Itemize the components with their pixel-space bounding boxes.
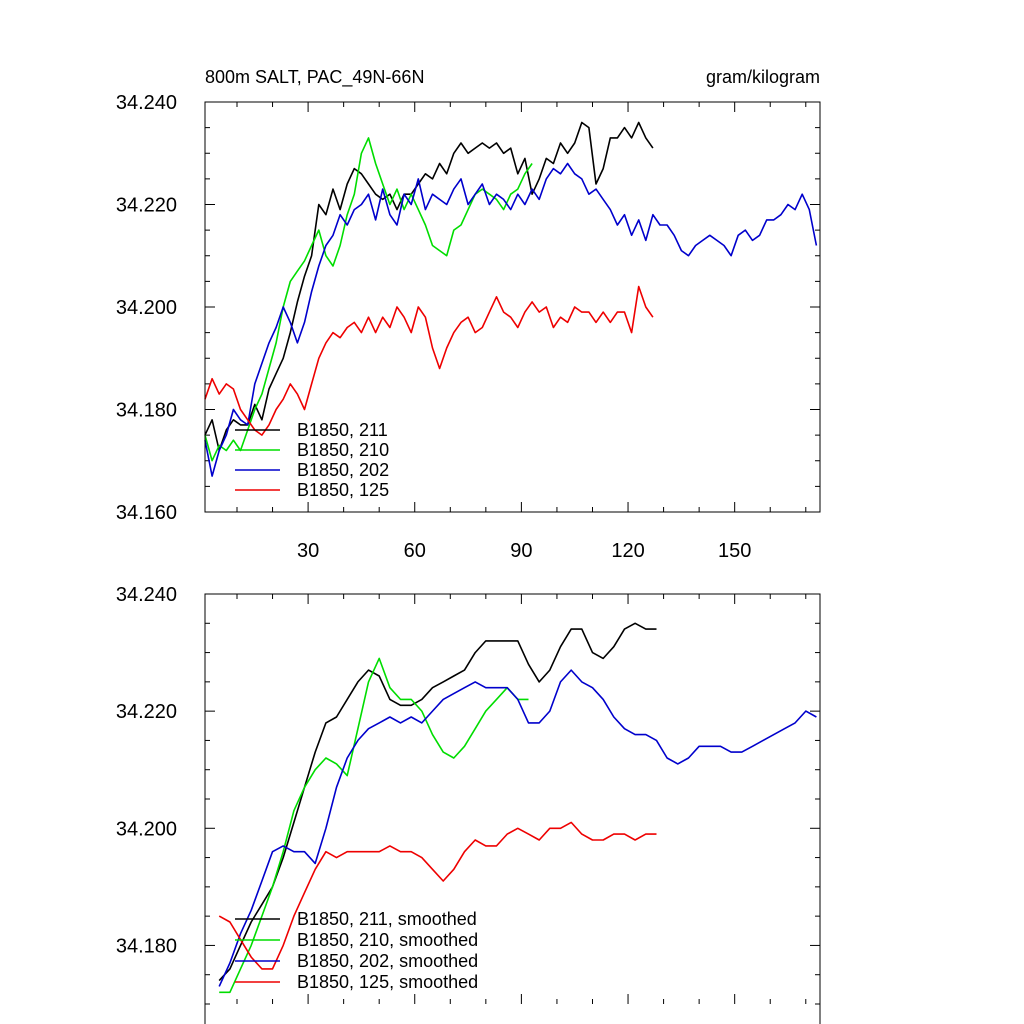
y-tick-label: 34.240 — [116, 92, 177, 114]
legend-label: B1850, 211 — [297, 420, 388, 440]
top-panel: 800m SALT, PAC_49N-66N gram/kilogram 34.… — [116, 67, 821, 562]
top-x-tick-labels: 30 60 90 120 150 — [297, 540, 751, 562]
legend-label: B1850, 210 — [297, 440, 389, 460]
top-axis-ticks — [205, 101, 820, 513]
legend-label: B1850, 202, smoothed — [297, 951, 478, 971]
series-line-b1850-211-smoothed — [218, 622, 657, 982]
series-line-b1850-202 — [204, 162, 818, 477]
y-tick-label: 34.180 — [116, 935, 177, 957]
x-tick-label: 30 — [297, 540, 319, 562]
y-tick-label: 34.180 — [116, 400, 177, 422]
top-series-group — [204, 121, 818, 477]
series-line-b1850-125 — [204, 285, 654, 436]
legend-label: B1850, 210, smoothed — [297, 930, 478, 950]
x-tick-label: 120 — [611, 540, 644, 562]
series-line-b1850-210 — [204, 137, 533, 462]
top-chart-units: gram/kilogram — [706, 67, 820, 87]
legend-label: B1850, 125, smoothed — [297, 972, 478, 992]
series-line-b1850-210-smoothed — [219, 657, 529, 994]
top-plot-frame — [204, 101, 821, 513]
legend-label: B1850, 125 — [297, 480, 389, 500]
bottom-plot-frame — [204, 593, 821, 1024]
y-tick-label: 34.160 — [116, 502, 177, 524]
y-tick-label: 34.200 — [116, 297, 177, 319]
bottom-panel: 34.180 34.200 34.220 34.240 B1850, 211, smo… — [116, 584, 821, 1024]
legend-label: B1850, 202 — [297, 460, 389, 480]
series-line-b1850-202-smoothed — [218, 669, 817, 987]
legend-label: B1850, 211, smoothed — [297, 909, 477, 929]
x-tick-label: 60 — [404, 540, 426, 562]
y-tick-label: 34.240 — [116, 584, 177, 606]
bottom-y-tick-labels: 34.180 34.200 34.220 34.240 — [116, 584, 177, 957]
top-chart-title: 800m SALT, PAC_49N-66N — [205, 67, 424, 88]
x-tick-label: 90 — [510, 540, 532, 562]
y-tick-label: 34.200 — [116, 818, 177, 840]
series-line-b1850-125-smoothed — [218, 821, 657, 970]
x-tick-label: 150 — [718, 540, 751, 562]
bottom-axis-ticks — [205, 593, 820, 1005]
y-tick-label: 34.220 — [116, 701, 177, 723]
series-line-b1850-211 — [204, 121, 654, 452]
top-y-tick-labels: 34.160 34.180 34.200 34.220 34.240 — [116, 92, 177, 524]
y-tick-label: 34.220 — [116, 195, 177, 217]
bottom-series-group — [218, 622, 817, 994]
